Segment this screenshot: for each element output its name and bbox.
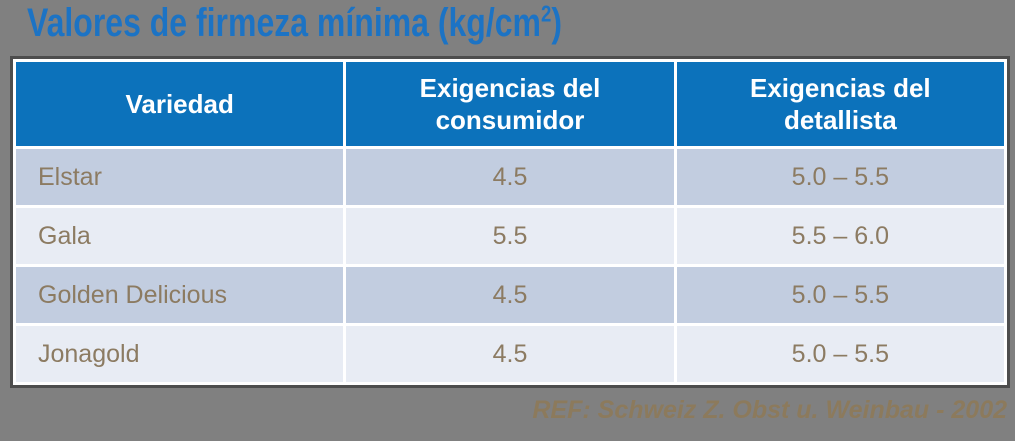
column-header-consumidor: Exigencias del consumidor: [346, 62, 674, 146]
cell-detallista-value: 5.0 – 5.5: [676, 149, 1004, 205]
cell-consumidor-value: 4.5: [346, 326, 674, 382]
table-header-row: Variedad Exigencias del consumidor Exige…: [16, 62, 1004, 146]
cell-consumidor-value: 4.5: [346, 267, 674, 323]
column-header-consumidor-label: Exigencias del consumidor: [419, 72, 601, 136]
cell-variety: Gala: [16, 208, 344, 264]
page-title: Valores de firmeza mínima (kg/cm2): [27, 1, 696, 46]
cell-variety: Golden Delicious: [16, 267, 344, 323]
column-header-variedad: Variedad: [16, 62, 344, 146]
page-title-text: Valores de firmeza mínima (kg/cm2): [27, 1, 562, 46]
title-superscript: 2: [540, 0, 552, 27]
firmness-table: Variedad Exigencias del consumidor Exige…: [10, 56, 1010, 388]
cell-detallista-value: 5.0 – 5.5: [676, 326, 1004, 382]
table-row-gala: Gala 5.5 5.5 – 6.0: [16, 208, 1004, 264]
title-suffix: ): [551, 1, 562, 45]
cell-consumidor-value: 4.5: [346, 149, 674, 205]
cell-variety: Elstar: [16, 149, 344, 205]
table-row-jonagold: Jonagold 4.5 5.0 – 5.5: [16, 326, 1004, 382]
table-row-golden-delicious: Golden Delicious 4.5 5.0 – 5.5: [16, 267, 1004, 323]
reference-citation: REF: Schweiz Z. Obst u. Weinbau - 2002: [532, 396, 1007, 424]
cell-detallista-value: 5.0 – 5.5: [676, 267, 1004, 323]
column-header-detallista-label: Exigencias del detallista: [750, 72, 931, 136]
title-main-text: Valores de firmeza mínima (kg/cm: [27, 1, 541, 45]
cell-detallista-value: 5.5 – 6.0: [676, 208, 1004, 264]
column-header-detallista: Exigencias del detallista: [676, 62, 1004, 146]
cell-variety: Jonagold: [16, 326, 344, 382]
cell-consumidor-value: 5.5: [346, 208, 674, 264]
table-row-elstar: Elstar 4.5 5.0 – 5.5: [16, 149, 1004, 205]
column-header-variedad-label: Variedad: [125, 88, 234, 119]
